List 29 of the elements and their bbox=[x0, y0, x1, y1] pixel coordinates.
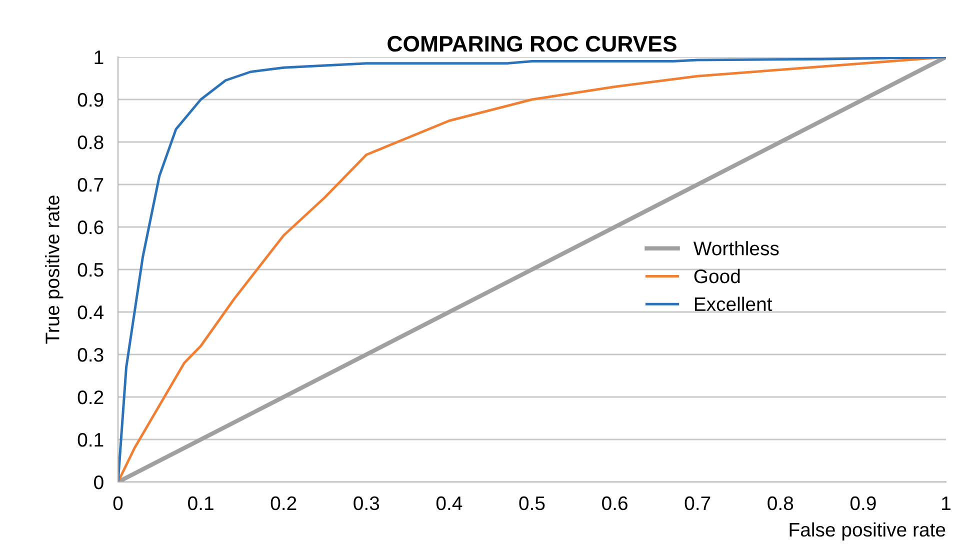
x-tick-label: 1 bbox=[942, 496, 950, 510]
x-tick-label: 0.7 bbox=[684, 496, 710, 510]
y-tick-label: 0.8 bbox=[78, 135, 104, 150]
y-tick-label: 0.2 bbox=[78, 390, 104, 404]
y-tick-label: 0.1 bbox=[78, 432, 104, 447]
line-series bbox=[118, 57, 946, 482]
y-tick-label: 0 bbox=[94, 475, 104, 490]
x-tick-label: 0.4 bbox=[436, 496, 462, 510]
x-tick-label: 0.2 bbox=[270, 496, 296, 510]
legend-label: Excellent bbox=[694, 296, 772, 312]
chart-title: COMPARING ROC CURVES bbox=[388, 36, 676, 52]
y-tick-label: 0.3 bbox=[78, 348, 104, 362]
x-tick-label: 0.5 bbox=[519, 496, 545, 510]
y-tick-label: 0.9 bbox=[78, 92, 104, 107]
y-tick-label: 0.7 bbox=[78, 178, 104, 192]
x-tick-label: 0.9 bbox=[850, 496, 876, 510]
y-tick-label: 0.6 bbox=[78, 220, 104, 234]
x-axis-title: False positive rate bbox=[790, 522, 946, 540]
x-tick-label: 0.1 bbox=[188, 496, 214, 510]
y-tick-label: 1 bbox=[94, 50, 104, 64]
x-tick-label: 0.6 bbox=[602, 496, 628, 510]
legend-label: Good bbox=[694, 268, 740, 284]
legend-label: Worthless bbox=[693, 241, 779, 256]
x-tick-label: 0.8 bbox=[768, 496, 794, 510]
y-tick-label: 0.5 bbox=[78, 262, 104, 277]
x-tick-label: 0 bbox=[113, 496, 123, 510]
y-axis-title: True positive rate bbox=[45, 196, 64, 344]
x-tick-label: 0.3 bbox=[354, 496, 380, 510]
y-tick-label: 0.4 bbox=[78, 305, 104, 320]
